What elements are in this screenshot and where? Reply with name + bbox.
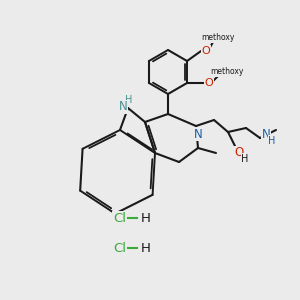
Text: H: H	[141, 212, 151, 224]
Text: methoxy: methoxy	[201, 34, 235, 43]
Text: N: N	[118, 100, 127, 113]
Text: N: N	[194, 128, 202, 140]
Text: H: H	[141, 242, 151, 254]
Text: methoxy: methoxy	[210, 68, 244, 76]
Text: O: O	[205, 78, 213, 88]
Text: Cl: Cl	[113, 212, 126, 224]
Text: O: O	[234, 146, 244, 160]
Text: O: O	[202, 46, 210, 56]
Text: Cl: Cl	[113, 242, 126, 254]
Text: N: N	[262, 128, 270, 140]
Text: H: H	[125, 95, 133, 105]
Text: H: H	[268, 136, 276, 146]
Text: H: H	[241, 154, 249, 164]
